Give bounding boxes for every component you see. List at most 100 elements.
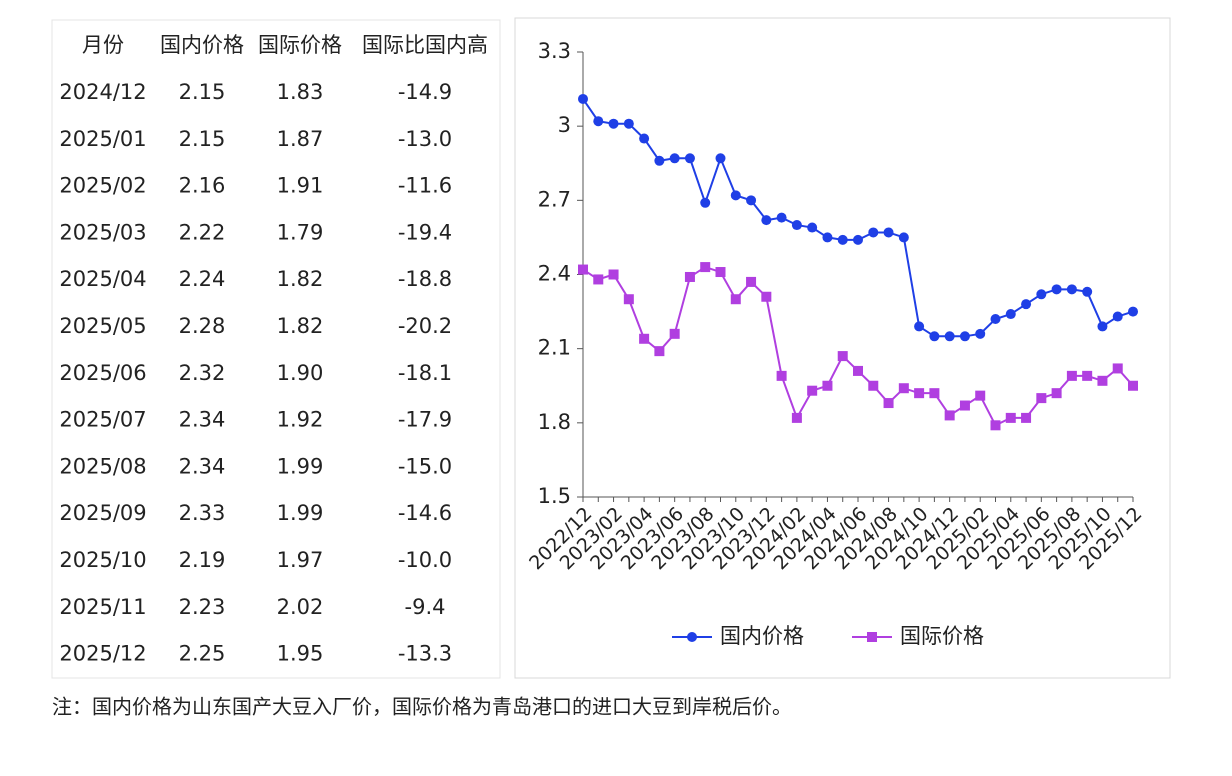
- point: [746, 195, 757, 206]
- table-cell: 2025/08: [59, 454, 146, 478]
- series-line: [582, 98, 1134, 338]
- point: [822, 380, 833, 391]
- point: [1097, 321, 1108, 332]
- point: [700, 197, 711, 208]
- point: [898, 383, 909, 394]
- table-cell: 2025/06: [59, 361, 146, 385]
- point: [761, 215, 772, 226]
- y-tick-label: 3.3: [538, 39, 571, 63]
- point: [1051, 388, 1062, 399]
- table-cell: 2.25: [179, 642, 226, 666]
- point: [975, 328, 986, 339]
- point: [608, 269, 619, 280]
- point: [959, 331, 970, 342]
- table-cell: 2.33: [179, 501, 226, 525]
- y-tick-label: 1.5: [538, 484, 571, 508]
- table-cell: -19.4: [398, 220, 452, 244]
- point: [669, 328, 680, 339]
- table-cell: 2025/07: [59, 408, 146, 432]
- table-cell: 2025/03: [59, 220, 146, 244]
- table-cell: 1.91: [277, 174, 324, 198]
- table-cell: 2025/04: [59, 267, 146, 291]
- point: [593, 116, 604, 127]
- table-cell: 1.79: [277, 220, 324, 244]
- point: [898, 232, 909, 243]
- point: [578, 93, 588, 104]
- y-tick-label: 3: [558, 113, 571, 137]
- point: [639, 133, 650, 144]
- table-cell: 2025/01: [59, 127, 146, 151]
- point: [853, 365, 863, 376]
- point: [654, 155, 665, 166]
- point: [868, 227, 879, 238]
- point: [761, 291, 772, 302]
- point: [593, 274, 604, 285]
- table-cell: -18.1: [398, 361, 452, 385]
- point: [578, 264, 588, 275]
- table-cell: 2025/10: [59, 548, 146, 572]
- table-cell: 1.87: [277, 127, 324, 151]
- table-header: 月份: [82, 33, 124, 57]
- point: [715, 153, 726, 164]
- table-cell: -18.8: [398, 267, 452, 291]
- table-cell: 2.02: [277, 595, 324, 619]
- point: [1036, 393, 1047, 404]
- table-cell: 2025/05: [59, 314, 146, 338]
- point: [944, 331, 955, 342]
- point: [1021, 412, 1032, 423]
- y-tick-label: 1.8: [538, 410, 571, 434]
- point: [975, 390, 986, 401]
- point: [990, 314, 1001, 324]
- point: [1066, 284, 1077, 295]
- table-cell: -11.6: [398, 174, 452, 198]
- point: [654, 346, 665, 357]
- point: [623, 294, 634, 305]
- table-cell: 2.24: [179, 267, 226, 291]
- table-cell: 2025/09: [59, 501, 146, 525]
- point: [853, 234, 863, 245]
- table-cell: 1.90: [277, 361, 324, 385]
- point: [1112, 311, 1123, 322]
- point: [669, 153, 680, 164]
- table-cell: 2.32: [179, 361, 226, 385]
- table-cell: 2024/12: [59, 80, 146, 104]
- table-cell: -20.2: [398, 314, 452, 338]
- table-cell: -10.0: [398, 548, 452, 572]
- point: [746, 276, 757, 287]
- table-cell: 2025/11: [59, 595, 146, 619]
- point: [791, 412, 802, 423]
- point: [1128, 380, 1138, 391]
- point: [1082, 370, 1093, 381]
- table-cell: 2.23: [179, 595, 226, 619]
- table-cell: 2.34: [179, 408, 226, 432]
- point: [776, 370, 787, 381]
- point: [1128, 306, 1138, 317]
- table-cell: 2.16: [179, 174, 226, 198]
- point: [730, 190, 741, 201]
- point: [684, 153, 695, 164]
- table-header: 国际比国内高: [362, 33, 488, 57]
- y-tick-label: 2.4: [538, 262, 571, 286]
- point: [623, 118, 634, 129]
- point: [914, 321, 925, 332]
- point: [868, 380, 879, 391]
- table-cell: 1.99: [277, 501, 324, 525]
- table-header: 国际价格: [258, 33, 342, 57]
- point: [837, 351, 848, 362]
- point: [700, 262, 711, 273]
- point: [990, 420, 1001, 431]
- point: [944, 410, 955, 421]
- table-cell: 2.19: [179, 548, 226, 572]
- legend-label: 国际价格: [900, 624, 984, 648]
- table-cell: 2.34: [179, 454, 226, 478]
- point: [1036, 289, 1047, 300]
- point: [867, 632, 877, 642]
- table-cell: -13.3: [398, 642, 452, 666]
- point: [608, 118, 619, 129]
- point: [715, 267, 726, 278]
- table-cell: 2.15: [179, 80, 226, 104]
- table-cell: 2.15: [179, 127, 226, 151]
- table-cell: -17.9: [398, 408, 452, 432]
- table-cell: 1.82: [277, 314, 324, 338]
